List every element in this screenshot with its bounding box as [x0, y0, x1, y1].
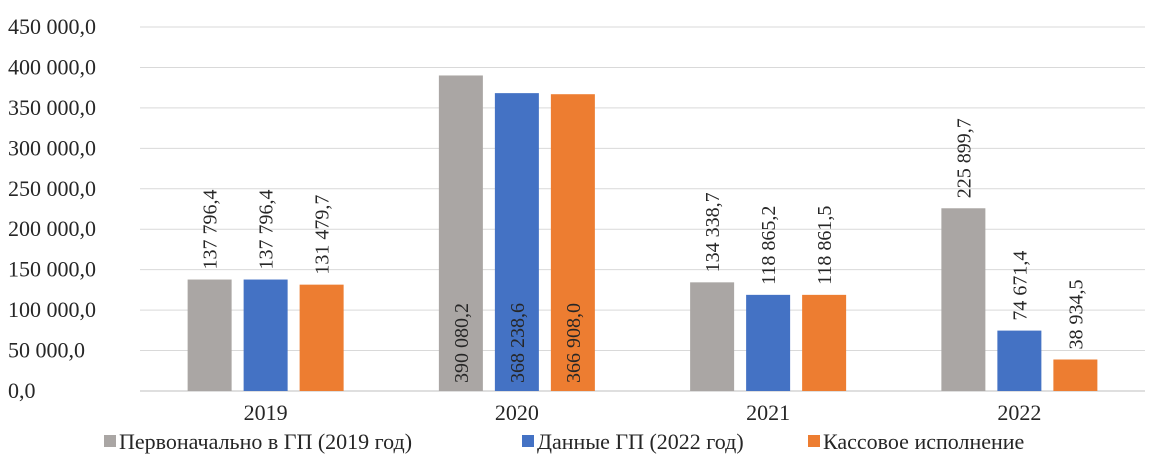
y-tick-label: 150 000,0: [8, 257, 96, 282]
y-tick-label: 100 000,0: [8, 297, 96, 322]
legend-item[interactable]: Данные ГП (2022 год): [522, 429, 744, 454]
y-tick-label: 450 000,0: [8, 14, 96, 39]
legend-swatch: [104, 435, 116, 447]
data-label: 225 899,7: [953, 118, 975, 198]
y-tick-label: 300 000,0: [8, 135, 96, 160]
legend: Первоначально в ГП (2019 год) Данные ГП (…: [104, 429, 1024, 454]
bar[interactable]: [438, 75, 483, 392]
legend-label: Первоначально в ГП (2019 год): [119, 429, 412, 454]
legend-swatch: [808, 435, 820, 447]
y-tick-label: 0,0: [8, 378, 36, 403]
bar[interactable]: [299, 284, 344, 391]
data-label: 390 080,2: [451, 303, 473, 383]
data-label: 74 671,4: [1009, 251, 1031, 321]
data-label: 38 934,5: [1065, 280, 1087, 350]
y-tick-label: 50 000,0: [8, 338, 85, 363]
y-axis-tick-labels: 0,0 50 000,0 100 000,0 150 000,0 200 000,0 25…: [8, 14, 96, 403]
bars: [187, 75, 1098, 392]
data-label: 366 908,0: [563, 303, 585, 383]
legend-item[interactable]: Первоначально в ГП (2019 год): [104, 429, 412, 454]
data-label: 134 338,7: [702, 192, 724, 272]
bar[interactable]: [746, 294, 791, 391]
legend-item[interactable]: Кассовое исполнение: [808, 429, 1024, 454]
x-category-label: 2019: [244, 400, 288, 425]
data-label: 368 238,6: [507, 303, 529, 383]
legend-swatch: [522, 435, 534, 447]
bar[interactable]: [802, 294, 847, 391]
legend-label: Кассовое исполнение: [823, 429, 1024, 454]
y-gridlines: [140, 26, 1145, 352]
data-label: 137 796,4: [200, 190, 222, 270]
data-labels: 137 796,4 137 796,4 131 479,7 390 080,2 368 …: [200, 118, 1088, 383]
bar[interactable]: [550, 94, 595, 392]
data-label: 131 479,7: [312, 195, 334, 275]
data-label: 118 861,5: [814, 206, 836, 285]
x-category-label: 2021: [746, 400, 790, 425]
legend-label: Данные ГП (2022 год): [537, 429, 744, 454]
data-label: 118 865,2: [758, 206, 780, 285]
bar[interactable]: [997, 330, 1042, 391]
bar[interactable]: [494, 93, 539, 391]
bar[interactable]: [1053, 359, 1098, 391]
bar[interactable]: [941, 208, 986, 391]
x-category-label: 2020: [495, 400, 539, 425]
y-tick-label: 250 000,0: [8, 176, 96, 201]
y-tick-label: 350 000,0: [8, 95, 96, 120]
bar[interactable]: [690, 282, 735, 391]
bar[interactable]: [243, 279, 288, 391]
x-axis-category-labels: 2019 2020 2021 2022: [244, 400, 1042, 425]
x-category-label: 2022: [997, 400, 1041, 425]
data-label: 137 796,4: [256, 190, 278, 270]
bar[interactable]: [187, 279, 232, 391]
y-tick-label: 200 000,0: [8, 216, 96, 241]
y-tick-label: 400 000,0: [8, 54, 96, 79]
